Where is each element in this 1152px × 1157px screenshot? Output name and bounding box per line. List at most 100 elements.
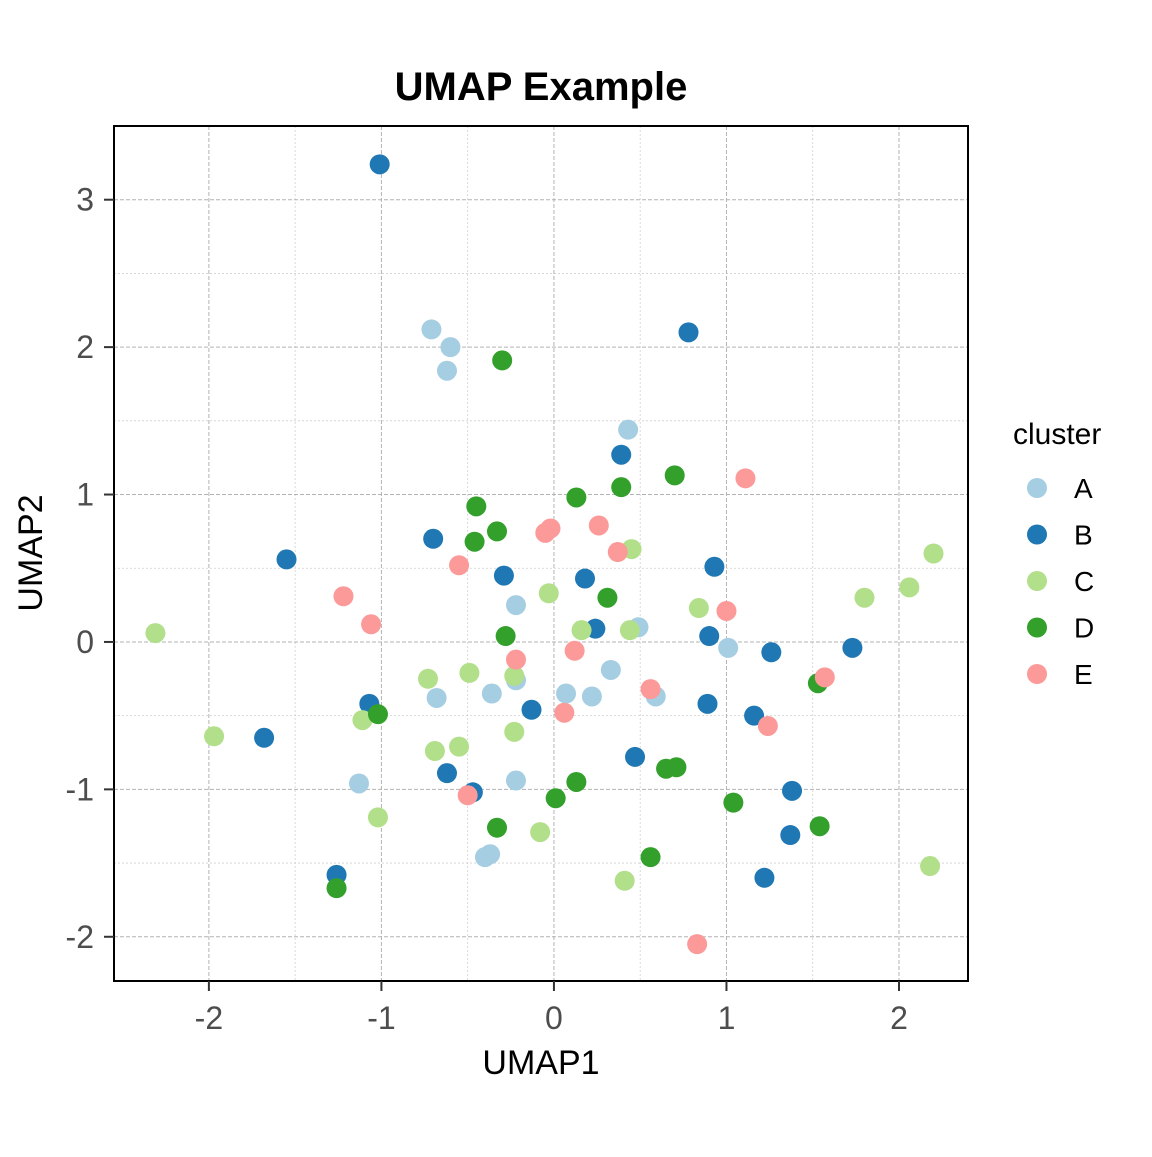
data-point-A — [481, 683, 502, 704]
data-point-B — [780, 825, 801, 846]
legend-title: cluster — [1013, 418, 1101, 451]
data-point-B — [842, 637, 863, 658]
data-point-E — [735, 468, 756, 489]
legend-item-C: C — [1027, 566, 1094, 597]
data-point-A — [718, 637, 739, 658]
legend-item-B: B — [1027, 520, 1093, 551]
data-point-B — [697, 693, 718, 714]
data-point-E — [640, 679, 661, 700]
legend-item-D: D — [1027, 613, 1094, 644]
data-point-A — [440, 337, 461, 358]
y-tick-label: -1 — [66, 771, 94, 807]
data-point-C — [204, 726, 225, 747]
legend-swatch — [1027, 617, 1047, 638]
data-point-B — [611, 444, 632, 465]
data-point-B — [574, 568, 595, 589]
y-tick-label: 1 — [76, 477, 94, 513]
data-point-E — [757, 715, 778, 736]
data-point-D — [326, 878, 347, 899]
x-tick-label: 1 — [718, 1000, 736, 1036]
data-point-C — [352, 710, 373, 731]
data-point-C — [367, 807, 388, 828]
data-point-D — [492, 350, 513, 371]
data-point-A — [348, 773, 369, 794]
data-point-C — [459, 662, 480, 683]
data-point-A — [505, 770, 526, 791]
data-point-C — [614, 870, 635, 891]
data-point-B — [254, 727, 275, 748]
series-D — [326, 350, 830, 899]
data-point-D — [487, 817, 508, 838]
plot-panel-border — [113, 125, 969, 982]
data-point-D — [664, 465, 685, 486]
legend-item-A: A — [1027, 473, 1093, 504]
data-point-E — [361, 614, 382, 635]
y-tick-label: -2 — [66, 919, 94, 955]
data-point-D — [545, 788, 566, 809]
data-point-C — [923, 543, 944, 564]
x-tick-label: -1 — [367, 1000, 395, 1036]
data-point-B — [625, 746, 646, 767]
data-point-C — [145, 623, 166, 644]
legend-label: E — [1074, 659, 1093, 690]
data-point-E — [449, 555, 470, 576]
x-axis-label: UMAP1 — [482, 1044, 599, 1082]
data-point-E — [535, 522, 556, 543]
data-point-A — [474, 847, 495, 868]
points-layer — [145, 154, 944, 955]
legend-label: B — [1074, 520, 1093, 551]
data-point-D — [464, 531, 485, 552]
data-point-D — [466, 496, 487, 517]
data-point-B — [276, 549, 297, 570]
y-tick-label: 2 — [76, 329, 94, 365]
series-B — [254, 154, 863, 888]
data-point-E — [457, 785, 478, 806]
data-point-D — [723, 792, 744, 813]
data-point-A — [556, 683, 577, 704]
y-axis-label: UMAP2 — [12, 494, 50, 611]
y-tick-label: 0 — [76, 624, 94, 660]
data-point-B — [423, 528, 444, 549]
data-point-C — [854, 587, 875, 608]
data-point-A — [618, 419, 639, 440]
data-point-B — [704, 556, 725, 577]
data-point-A — [600, 659, 621, 680]
grid-layer — [114, 126, 968, 981]
data-point-D — [666, 757, 687, 778]
data-point-B — [699, 626, 720, 647]
data-point-C — [619, 620, 640, 641]
data-point-D — [597, 587, 618, 608]
legend-swatch — [1027, 478, 1047, 498]
x-tick-label: 2 — [890, 1000, 908, 1036]
data-point-B — [782, 780, 803, 801]
data-point-B — [521, 699, 542, 720]
data-point-E — [588, 515, 609, 536]
x-tick-label: 0 — [545, 1000, 563, 1036]
data-point-A — [436, 360, 457, 381]
x-tick-label: -2 — [195, 1000, 223, 1036]
data-point-E — [554, 702, 575, 723]
legend-swatch — [1027, 524, 1047, 545]
data-point-B — [761, 642, 782, 663]
data-point-C — [424, 741, 445, 762]
legend-swatch — [1027, 571, 1047, 591]
data-point-C — [920, 856, 941, 877]
data-point-B — [754, 867, 775, 888]
data-point-B — [678, 322, 699, 343]
series-C — [145, 539, 944, 891]
legend-item-E: E — [1027, 659, 1093, 690]
data-point-B — [436, 763, 457, 784]
data-point-B — [744, 705, 765, 726]
data-point-C — [449, 736, 470, 757]
data-point-A — [421, 319, 442, 340]
data-point-E — [564, 640, 585, 661]
y-tick-label: 3 — [76, 182, 94, 218]
data-point-D — [566, 771, 587, 792]
axes-layer: -2 -1 0 1 2 -2 -1 0 1 2 3 — [66, 182, 908, 1036]
data-point-D — [495, 626, 516, 647]
data-point-E — [333, 586, 354, 607]
legend-label: D — [1074, 613, 1094, 644]
data-point-D — [566, 487, 587, 508]
